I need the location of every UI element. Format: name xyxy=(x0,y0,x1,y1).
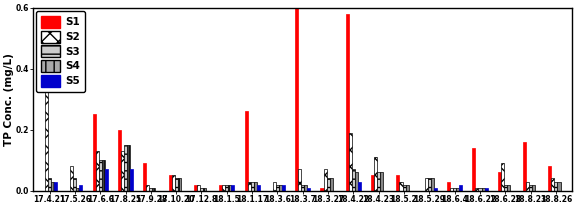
Bar xyxy=(548,166,551,191)
Bar xyxy=(327,178,329,191)
Bar xyxy=(358,182,361,191)
Bar xyxy=(352,169,355,191)
Bar xyxy=(228,184,232,191)
Bar xyxy=(279,184,282,191)
Bar xyxy=(93,114,96,191)
Bar xyxy=(254,182,256,191)
Bar xyxy=(397,175,400,191)
Bar xyxy=(222,184,225,191)
Bar xyxy=(305,184,307,191)
Bar xyxy=(96,151,98,191)
Bar xyxy=(45,75,48,191)
Bar xyxy=(405,184,409,191)
Bar xyxy=(256,184,260,191)
Bar xyxy=(203,188,206,191)
Bar xyxy=(251,182,254,191)
Bar xyxy=(127,145,130,191)
Bar xyxy=(130,169,133,191)
Bar xyxy=(295,8,298,191)
Bar xyxy=(54,182,57,191)
Bar xyxy=(273,182,276,191)
Bar xyxy=(425,178,428,191)
Bar xyxy=(526,182,529,191)
Bar xyxy=(200,188,203,191)
Bar xyxy=(307,188,310,191)
Bar xyxy=(551,178,555,191)
Bar xyxy=(529,184,532,191)
Bar xyxy=(431,178,434,191)
Bar xyxy=(178,178,181,191)
Bar xyxy=(175,178,178,191)
Bar xyxy=(377,172,380,191)
Bar xyxy=(507,184,510,191)
Bar xyxy=(102,160,105,191)
Bar xyxy=(472,148,475,191)
Bar xyxy=(346,14,349,191)
Bar xyxy=(371,175,374,191)
Bar xyxy=(98,160,102,191)
Bar xyxy=(558,182,560,191)
Bar xyxy=(168,175,171,191)
Bar xyxy=(124,145,127,191)
Bar xyxy=(79,184,82,191)
Bar xyxy=(276,184,279,191)
Bar xyxy=(475,188,478,191)
Bar xyxy=(428,178,431,191)
Bar xyxy=(482,188,485,191)
Bar xyxy=(152,188,155,191)
Bar xyxy=(146,184,149,191)
Bar xyxy=(434,188,437,191)
Bar xyxy=(282,184,285,191)
Bar xyxy=(219,184,222,191)
Bar xyxy=(248,182,251,191)
Bar xyxy=(48,178,51,191)
Bar xyxy=(149,188,152,191)
Bar xyxy=(504,184,507,191)
Bar xyxy=(485,188,488,191)
Bar xyxy=(301,184,305,191)
Bar xyxy=(232,184,234,191)
Bar xyxy=(171,175,175,191)
Bar xyxy=(143,163,146,191)
Bar xyxy=(453,188,456,191)
Bar xyxy=(459,184,462,191)
Bar xyxy=(74,178,76,191)
Bar xyxy=(324,169,327,191)
Bar xyxy=(329,178,332,191)
Bar xyxy=(450,188,453,191)
Bar xyxy=(498,172,501,191)
Bar xyxy=(447,182,450,191)
Bar xyxy=(194,184,197,191)
Bar xyxy=(374,157,377,191)
Bar xyxy=(532,184,535,191)
Bar xyxy=(456,188,459,191)
Bar xyxy=(355,172,358,191)
Bar xyxy=(298,169,301,191)
Bar xyxy=(402,184,405,191)
Bar xyxy=(349,133,352,191)
Bar xyxy=(380,172,383,191)
Y-axis label: TP Conc. (mg/L): TP Conc. (mg/L) xyxy=(4,53,14,146)
Bar xyxy=(478,188,482,191)
Bar xyxy=(523,142,526,191)
Legend: S1, S2, S3, S4, S5: S1, S2, S3, S4, S5 xyxy=(36,11,86,92)
Bar xyxy=(555,182,558,191)
Bar xyxy=(400,182,402,191)
Bar xyxy=(76,188,79,191)
Bar xyxy=(118,130,121,191)
Bar xyxy=(244,111,248,191)
Bar xyxy=(51,182,54,191)
Bar xyxy=(225,184,228,191)
Bar xyxy=(105,169,108,191)
Bar xyxy=(320,188,324,191)
Bar xyxy=(197,184,200,191)
Bar xyxy=(70,166,74,191)
Bar xyxy=(501,163,504,191)
Bar xyxy=(121,151,124,191)
